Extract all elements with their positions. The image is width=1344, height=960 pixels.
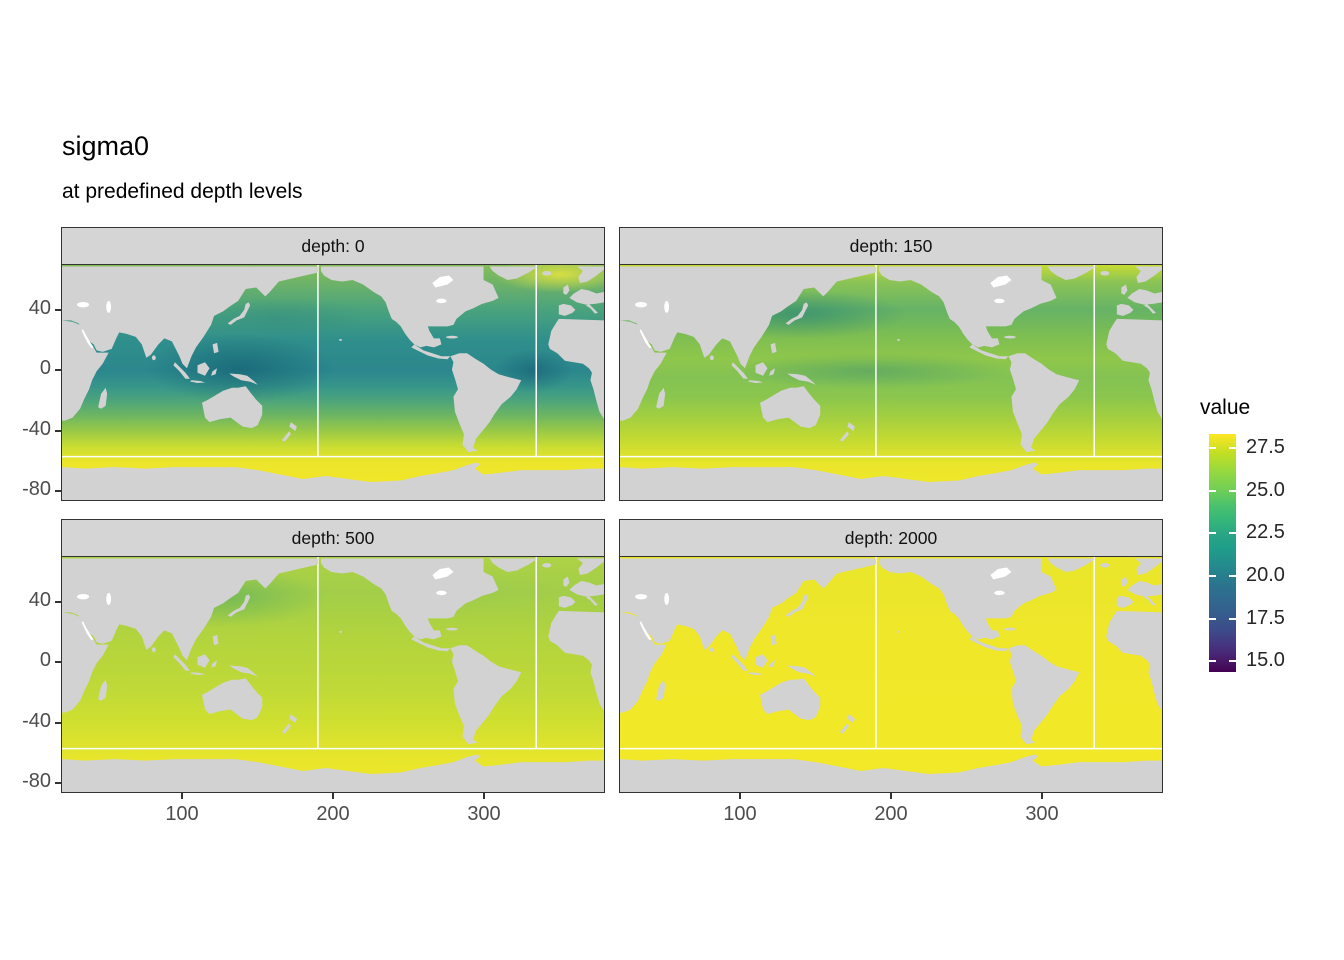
- colorbar-tick: [1229, 618, 1236, 620]
- y-tick-label: 0: [39, 357, 51, 379]
- legend-tick-label: 17.5: [1246, 607, 1285, 629]
- colorbar-tick: [1209, 660, 1216, 662]
- y-tick-mark: [55, 369, 61, 371]
- world-map: [620, 265, 1162, 500]
- colorbar-tick: [1229, 447, 1236, 449]
- legend-tick-label: 27.5: [1246, 436, 1285, 458]
- colorbar-tick: [1229, 490, 1236, 492]
- world-map: [620, 557, 1162, 792]
- y-tick-mark: [55, 782, 61, 784]
- basin-outline: [62, 265, 604, 457]
- x-tick-mark: [332, 793, 334, 799]
- legend-colorbar: [1209, 434, 1236, 672]
- facet-strip-label: depth: 0: [301, 235, 365, 256]
- colorbar-tick: [1209, 618, 1216, 620]
- facet-strip-label: depth: 500: [291, 527, 375, 548]
- x-tick-label: 200: [874, 803, 908, 825]
- x-tick-label: 200: [316, 803, 350, 825]
- colorbar-tick: [1209, 532, 1216, 534]
- colorbar-tick: [1229, 660, 1236, 662]
- basin-outline: [62, 557, 604, 749]
- y-tick-label: 0: [39, 649, 51, 671]
- legend-tick-label: 15.0: [1246, 649, 1285, 671]
- legend-tick-label: 22.5: [1246, 521, 1285, 543]
- colorbar-tick: [1209, 447, 1216, 449]
- y-tick-mark: [55, 430, 61, 432]
- x-tick-label: 300: [467, 803, 501, 825]
- x-tick-mark: [483, 793, 485, 799]
- legend-tick-label: 20.0: [1246, 564, 1285, 586]
- basin-outline: [620, 557, 1162, 749]
- colorbar-tick: [1209, 575, 1216, 577]
- facet-panel-depth-2000: [619, 556, 1163, 793]
- facet-strip-depth-2000: depth: 2000: [619, 519, 1163, 557]
- colorbar-tick: [1229, 575, 1236, 577]
- y-tick-label: -80: [22, 770, 51, 792]
- y-tick-mark: [55, 309, 61, 311]
- facet-strip-depth-150: depth: 150: [619, 227, 1163, 265]
- legend-title: value: [1200, 396, 1251, 419]
- facet-panel-depth-150: [619, 264, 1163, 501]
- world-map: [62, 265, 604, 500]
- x-tick-label: 100: [723, 803, 757, 825]
- x-tick-mark: [181, 793, 183, 799]
- y-tick-label: 40: [28, 297, 51, 319]
- facet-strip-label: depth: 150: [849, 235, 933, 256]
- facet-panel-depth-500: [61, 556, 605, 793]
- x-tick-mark: [739, 793, 741, 799]
- facet-strip-label: depth: 2000: [844, 527, 938, 548]
- colorbar-tick: [1209, 490, 1216, 492]
- x-tick-label: 300: [1025, 803, 1059, 825]
- y-tick-mark: [55, 661, 61, 663]
- y-tick-label: -40: [22, 418, 51, 440]
- facet-strip-depth-0: depth: 0: [61, 227, 605, 265]
- legend-tick-label: 25.0: [1246, 479, 1285, 501]
- y-tick-label: 40: [28, 589, 51, 611]
- x-tick-label: 100: [165, 803, 199, 825]
- y-tick-label: -40: [22, 710, 51, 732]
- chart-subtitle: at predefined depth levels: [62, 180, 303, 203]
- x-tick-mark: [1041, 793, 1043, 799]
- y-tick-mark: [55, 722, 61, 724]
- y-tick-mark: [55, 490, 61, 492]
- colorbar-tick: [1229, 532, 1236, 534]
- chart-title: sigma0: [62, 131, 150, 161]
- x-tick-mark: [890, 793, 892, 799]
- y-tick-label: -80: [22, 478, 51, 500]
- basin-outline: [620, 265, 1162, 457]
- facet-panel-depth-0: [61, 264, 605, 501]
- facet-strip-depth-500: depth: 500: [61, 519, 605, 557]
- y-tick-mark: [55, 601, 61, 603]
- world-map: [62, 557, 604, 792]
